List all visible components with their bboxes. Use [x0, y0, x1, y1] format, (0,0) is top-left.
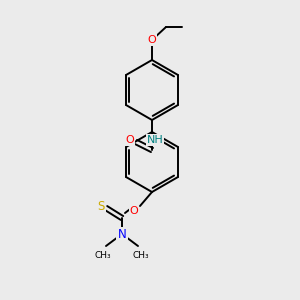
Text: S: S [97, 200, 105, 214]
Text: O: O [126, 135, 134, 145]
Text: CH₃: CH₃ [133, 251, 149, 260]
Text: NH: NH [147, 135, 164, 145]
Text: O: O [130, 206, 138, 216]
Text: N: N [118, 229, 126, 242]
Text: O: O [148, 35, 156, 45]
Text: CH₃: CH₃ [95, 251, 111, 260]
